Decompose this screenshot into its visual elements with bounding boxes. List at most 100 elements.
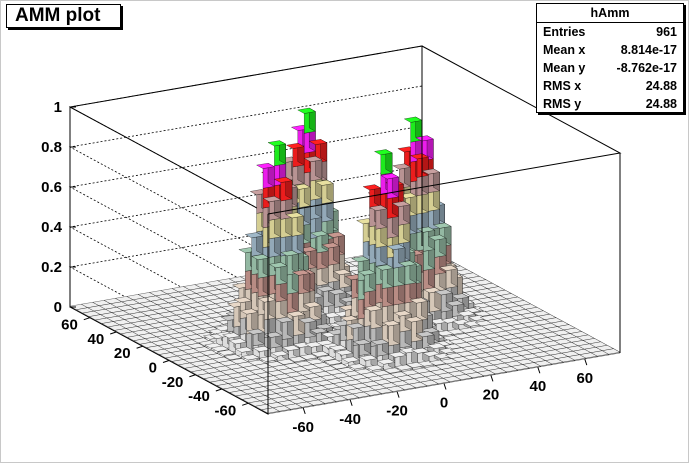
lego-bar-top <box>381 320 401 327</box>
lego-bar-top <box>415 135 434 142</box>
lego-bar-top <box>457 310 476 317</box>
stats-row-mean-y: Mean y -8.762e-17 <box>537 59 683 77</box>
lego-bar-top <box>404 316 424 323</box>
lego-bar-top <box>352 339 372 346</box>
lego-bar-top <box>362 184 382 191</box>
x-tick <box>349 399 353 406</box>
plot-title: AMM plot <box>6 4 121 28</box>
lego-bar-top <box>323 359 343 366</box>
lego-bar-top <box>228 338 248 345</box>
lego-bar-top <box>291 269 311 276</box>
lego-bar-top <box>375 264 395 271</box>
lego-bar-top <box>351 256 370 262</box>
x-tick-label: -20 <box>386 403 408 420</box>
lego-bar-top <box>276 358 296 365</box>
lego-bar-top <box>391 201 411 207</box>
lego-bar-top <box>223 354 243 360</box>
lego-bar-top <box>303 156 323 162</box>
lego-bar-top <box>327 288 347 295</box>
lego-bar-top <box>445 300 465 307</box>
lego-bar-top <box>380 173 400 180</box>
lego-bar-top <box>251 254 270 260</box>
lego-bar-top <box>252 346 272 352</box>
lego-bar-top <box>399 347 419 354</box>
lego-bar-top <box>386 244 406 250</box>
x-tick <box>490 375 494 382</box>
lego-bar-top <box>256 163 275 169</box>
z-tick-label: 0.2 <box>41 259 62 276</box>
lego-bar-top <box>403 116 423 123</box>
z-tick-label: 0.4 <box>41 219 63 236</box>
lego-bar-top <box>298 317 317 324</box>
y-tick <box>162 360 170 363</box>
lego-bar-top <box>246 328 265 335</box>
z-tick-label: 1 <box>54 99 62 116</box>
y-tick-label: 20 <box>114 345 131 362</box>
lego-bar-top <box>383 367 402 374</box>
lego-bar-top <box>369 205 388 211</box>
lego-bar-top <box>303 301 322 308</box>
lego-bar-top <box>286 310 306 317</box>
lego-bar-top <box>299 353 319 360</box>
stats-value: 8.814e-17 <box>620 43 677 57</box>
lego-bar-top <box>346 322 365 329</box>
x-tick-label: 0 <box>440 395 448 412</box>
stats-label: Mean x <box>543 43 586 57</box>
lego-bar-top <box>285 212 304 219</box>
stats-value: 24.88 <box>645 97 677 111</box>
x-tick <box>537 367 541 374</box>
stats-value: 961 <box>656 25 677 39</box>
x-tick <box>302 407 306 415</box>
lego-bar-top <box>297 107 316 114</box>
lego-bar-top <box>264 331 283 338</box>
y-tick <box>136 345 143 349</box>
lego-bar-top <box>468 315 488 321</box>
z-tick-label: 0.8 <box>41 139 62 156</box>
stats-box: hAmm Entries 961 Mean x 8.814e-17 Mean y -8… <box>536 3 684 113</box>
lego-bar-top <box>315 179 334 186</box>
lego-bar-top <box>210 345 230 352</box>
lego-bar-top <box>241 354 260 361</box>
stats-row-entries: Entries 961 <box>537 23 683 41</box>
z-tick-label: 0 <box>54 299 62 316</box>
y-tick-label: -20 <box>162 374 184 391</box>
y-tick-label: 40 <box>88 331 105 348</box>
lego-bar-top <box>370 339 390 345</box>
lego-bar-top <box>262 196 282 202</box>
lego-bar-top <box>257 296 277 303</box>
lego-bar-top <box>316 285 336 292</box>
x-tick-label: -40 <box>339 411 361 428</box>
lego-bar-top <box>328 344 348 351</box>
lego-bar-top <box>416 226 436 233</box>
lego-bar-top <box>310 351 330 357</box>
lego-bar-top <box>280 250 299 257</box>
lego-bar-top <box>364 305 383 312</box>
lego-bar-top <box>409 297 429 304</box>
lego-bar-top <box>347 363 367 370</box>
lego-bar-top <box>398 260 417 267</box>
y-tick <box>242 402 249 406</box>
lego-bar-top <box>394 364 414 371</box>
stats-name: hAmm <box>537 4 683 23</box>
stats-row-mean-x: Mean x 8.814e-17 <box>537 41 683 59</box>
stats-label: Entries <box>543 25 586 39</box>
lego-bar-top <box>410 347 430 354</box>
y-tick <box>215 388 222 392</box>
lego-bar-top <box>427 234 447 241</box>
lego-bar-top <box>374 149 393 156</box>
lego-bar-top <box>244 232 264 239</box>
lego-bar-top <box>222 332 241 339</box>
y-tick-label: -60 <box>215 402 237 419</box>
lego-bar-top <box>326 231 346 238</box>
lego-bar-top <box>217 349 236 356</box>
lego-bar-top <box>388 351 407 358</box>
lego-bar-top <box>433 353 453 359</box>
stats-row-rms-x: RMS x 24.88 <box>537 77 683 95</box>
lego-bar-top <box>434 289 453 296</box>
lego-bar-top <box>339 315 359 322</box>
x-tick <box>584 358 588 366</box>
lego-bar-top <box>415 331 435 338</box>
y-tick <box>189 374 196 378</box>
lego-bar-top <box>427 343 446 349</box>
lego-bar-top <box>270 350 290 357</box>
